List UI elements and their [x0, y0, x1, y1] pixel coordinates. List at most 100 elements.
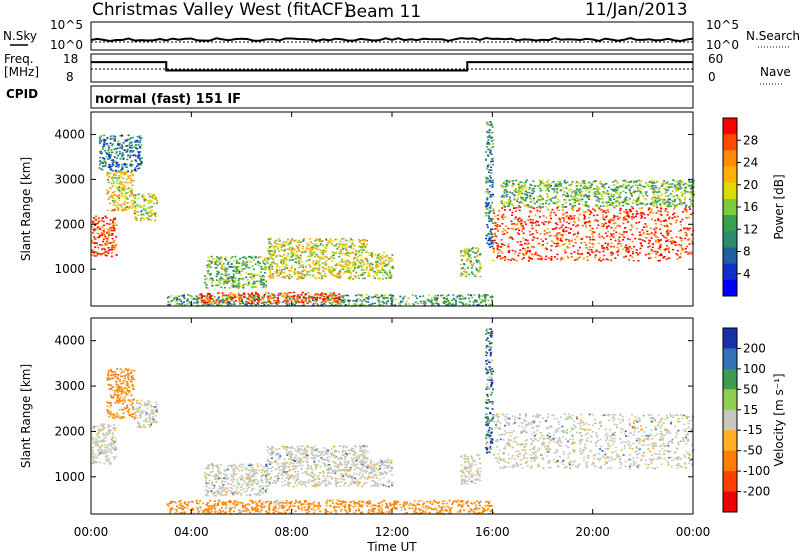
data-cell: [324, 275, 327, 277]
data-cell: [125, 209, 128, 211]
data-cell: [122, 208, 125, 211]
data-cell: [676, 204, 679, 206]
data-cell: [257, 260, 260, 263]
data-cell: [288, 296, 290, 299]
data-cell: [577, 200, 580, 202]
data-cell: [324, 298, 327, 301]
data-cell: [501, 243, 504, 246]
data-cell: [114, 415, 117, 418]
data-cell: [107, 151, 110, 153]
data-cell: [605, 246, 608, 249]
data-cell: [414, 301, 417, 304]
data-cell: [434, 294, 437, 297]
data-cell: [98, 436, 101, 439]
data-cell: [584, 194, 587, 196]
data-cell: [307, 256, 310, 258]
data-cell: [667, 205, 670, 208]
data-cell: [446, 299, 449, 302]
data-cell: [339, 304, 342, 306]
data-cell: [589, 210, 592, 213]
data-cell: [494, 215, 497, 218]
data-cell: [117, 166, 120, 168]
data-cell: [553, 191, 556, 193]
data-cell: [226, 268, 229, 270]
data-cell: [674, 221, 677, 224]
data-cell: [665, 225, 668, 227]
data-cell: [654, 231, 657, 234]
data-cell: [127, 177, 130, 179]
data-cell: [107, 166, 110, 168]
data-cell: [113, 248, 116, 250]
data-cell: [218, 258, 221, 260]
data-cell: [219, 278, 222, 280]
data-cell: [339, 271, 342, 274]
data-cell: [250, 303, 253, 305]
data-cell: [527, 260, 530, 262]
data-cell: [324, 261, 327, 264]
data-cell: [131, 144, 134, 147]
data-cell: [390, 266, 393, 269]
data-cell: [112, 174, 115, 177]
data-cell: [114, 200, 117, 203]
data-cell: [319, 258, 322, 260]
data-cell: [561, 236, 564, 238]
data-cell: [319, 238, 322, 241]
data-cell: [633, 245, 636, 248]
data-cell: [610, 195, 613, 198]
data-cell: [489, 239, 492, 241]
data-cell: [505, 225, 507, 227]
data-cell: [627, 203, 630, 205]
data-cell: [384, 265, 386, 267]
data-cell: [355, 294, 358, 297]
data-cell: [484, 201, 487, 204]
data-cell: [101, 226, 104, 228]
data-cell: [469, 294, 472, 297]
data-cell: [424, 302, 427, 304]
data-cell: [208, 260, 211, 262]
data-cell: [131, 206, 134, 209]
data-cell: [290, 295, 293, 298]
data-cell: [285, 257, 288, 260]
data-cell: [538, 258, 540, 260]
data-cell: [520, 218, 523, 221]
data-cell: [680, 237, 683, 240]
data-cell: [558, 205, 560, 208]
freq-strip: Freq. [MHz] 18 8 60 0 Nave: [4, 52, 791, 85]
data-cell: [491, 136, 493, 139]
data-cell: [589, 186, 592, 188]
data-cell: [361, 274, 364, 276]
data-cell: [659, 232, 662, 235]
data-cell: [488, 217, 491, 220]
data-cell: [107, 249, 110, 252]
data-cell: [460, 254, 463, 257]
data-cell: [614, 179, 617, 182]
data-cell: [654, 199, 657, 202]
data-cell: [439, 294, 442, 297]
data-cell: [578, 256, 581, 259]
freq-tick-bottom: 8: [66, 70, 74, 84]
data-cell: [230, 266, 232, 268]
data-cell: [443, 302, 446, 304]
data-cell: [607, 221, 610, 223]
data-cell: [522, 254, 525, 257]
data-cell: [305, 293, 307, 295]
data-cell: [634, 237, 637, 240]
data-cell: [201, 301, 204, 304]
data-cell: [668, 183, 671, 186]
data-cell: [297, 250, 300, 252]
data-cell: [654, 189, 657, 191]
data-cell: [535, 220, 538, 222]
data-cell: [388, 294, 391, 296]
data-cell: [140, 210, 143, 213]
data-cell: [262, 302, 265, 304]
y-tick-label: 2000: [54, 217, 85, 231]
data-cell: [285, 264, 288, 267]
data-cell: [234, 267, 237, 269]
data-cell: [533, 207, 535, 209]
data-cell: [114, 244, 117, 247]
data-cell: [320, 292, 323, 295]
data-cell: [297, 272, 300, 275]
data-cell: [321, 266, 324, 269]
data-cell: [645, 193, 648, 195]
data-cell: [561, 216, 564, 219]
